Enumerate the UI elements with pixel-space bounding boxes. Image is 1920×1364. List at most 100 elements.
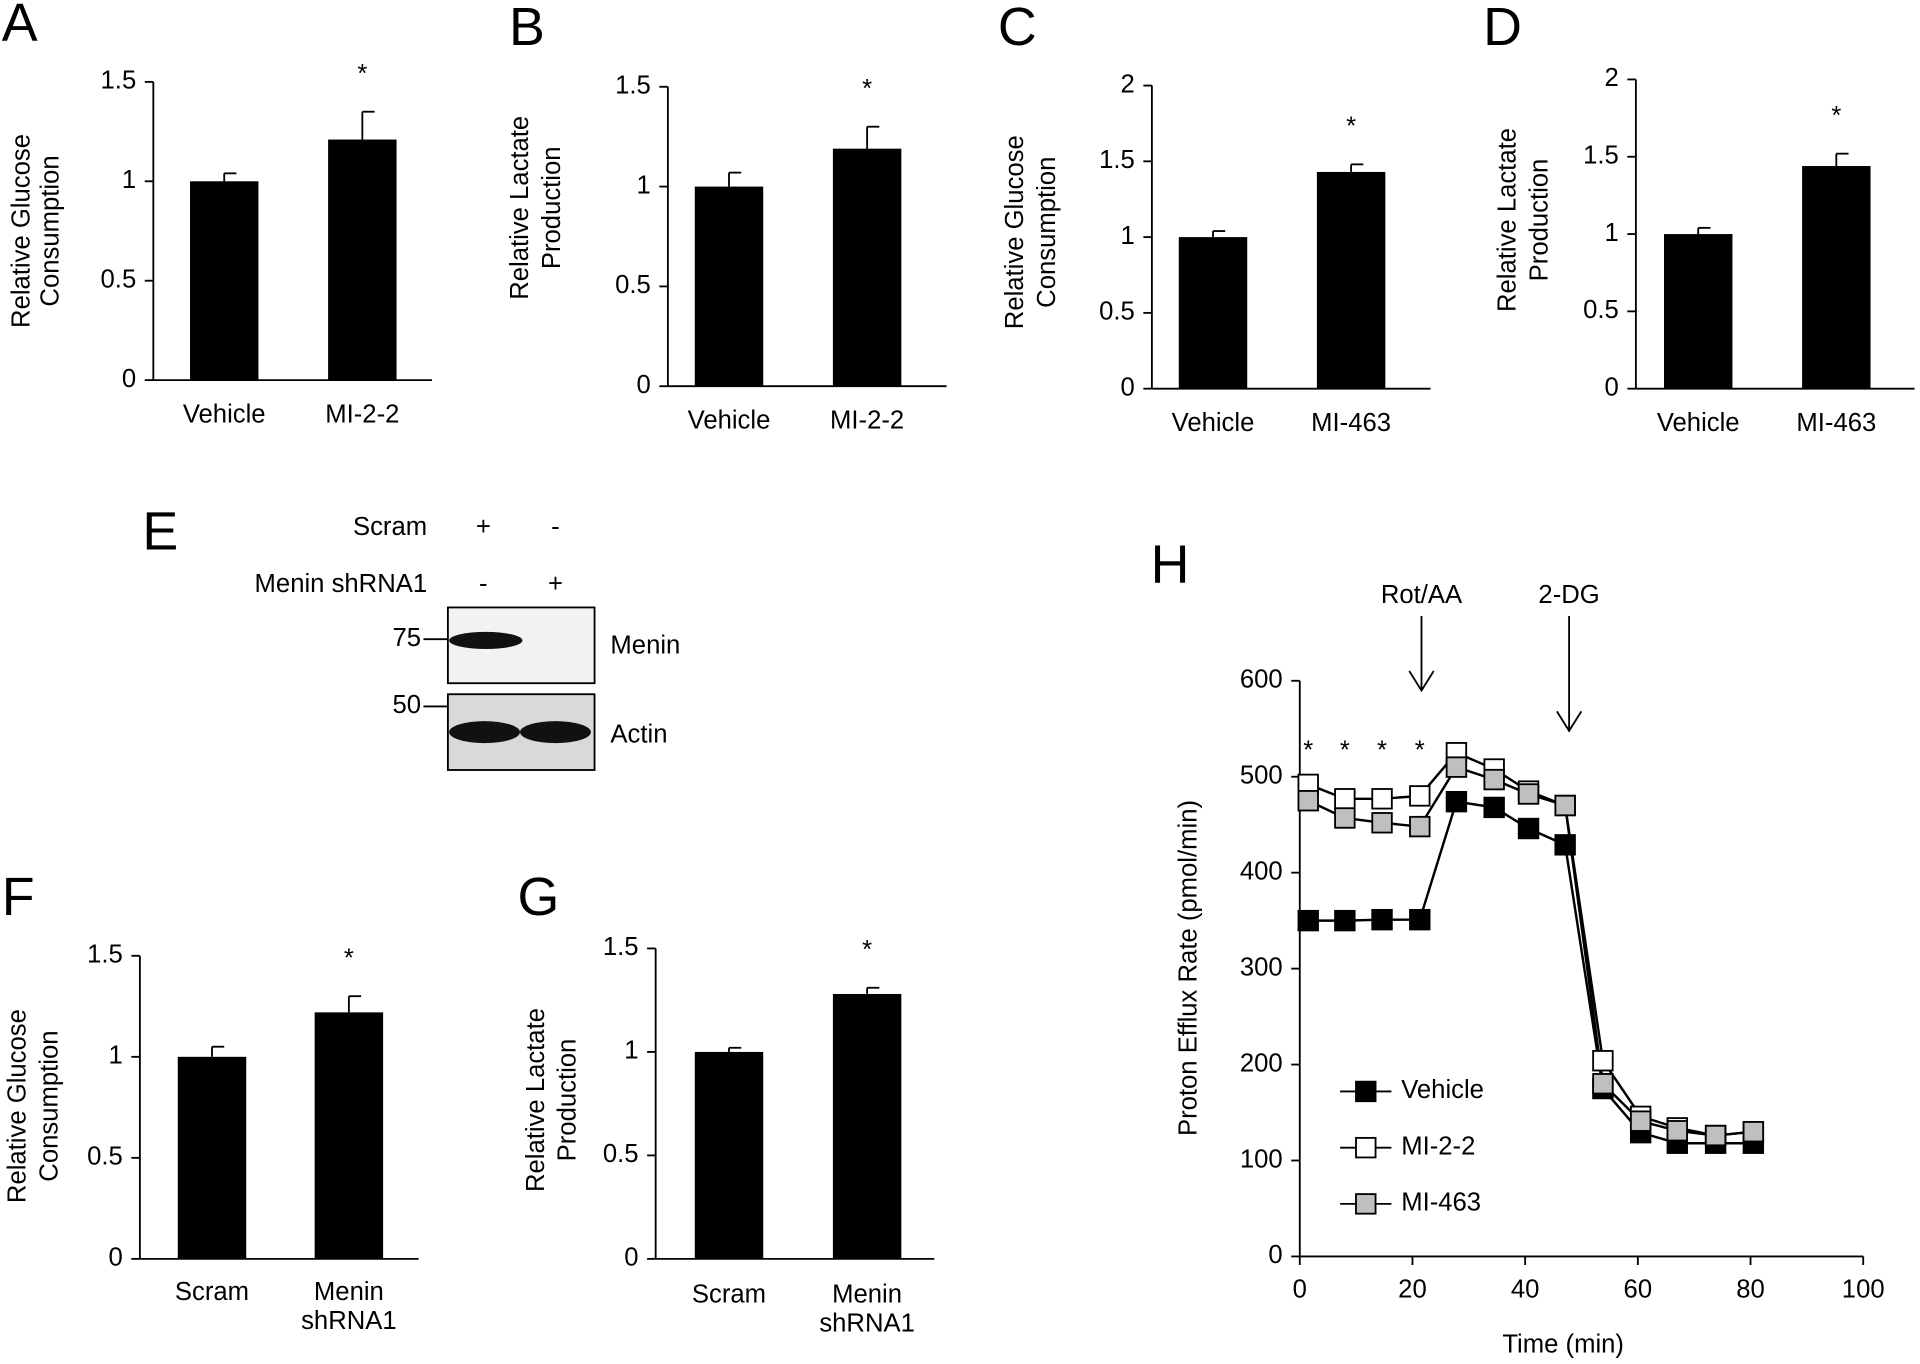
bar	[1316, 171, 1386, 389]
band	[449, 721, 520, 744]
y-axis-label: Production	[554, 1039, 582, 1162]
y-axis-label: Relative Lactate	[522, 1008, 550, 1192]
y-tick-label: 1	[108, 1042, 122, 1070]
x-tick-label: 0	[1293, 1275, 1307, 1303]
y-tick-label: 0	[1268, 1241, 1282, 1269]
legend-marker	[1355, 1193, 1377, 1215]
significance-mark: *	[862, 75, 872, 103]
data-point	[1371, 812, 1393, 834]
legend-label: MI-2-2	[1401, 1132, 1475, 1160]
y-tick-label: 1.5	[615, 72, 651, 100]
y-axis-label: Consumption	[35, 1031, 63, 1182]
x-tick-label: 80	[1736, 1275, 1765, 1303]
y-tick-label: 0.5	[603, 1140, 639, 1168]
band	[449, 631, 523, 649]
x-tick-label: MI-463	[1796, 409, 1876, 437]
significance-mark: *	[1303, 736, 1313, 764]
x-tick-label: MI-463	[1311, 409, 1391, 437]
data-point	[1445, 756, 1468, 778]
significance-mark: *	[357, 60, 367, 88]
panel-letter: H	[1151, 535, 1190, 595]
data-point	[1409, 785, 1431, 807]
y-tick-label: 1.5	[101, 67, 137, 95]
condition-label: Scram	[353, 513, 427, 541]
y-tick-label: 0	[1120, 373, 1134, 401]
y-tick-label: 1	[1604, 219, 1618, 247]
arrow-head	[1556, 710, 1583, 733]
y-axis-label: Production	[1525, 159, 1553, 282]
arrow-label: Rot/AA	[1381, 581, 1463, 609]
bar	[190, 181, 259, 381]
data-point	[1666, 1120, 1688, 1142]
panel-letter: E	[142, 502, 178, 562]
bar	[177, 1056, 247, 1259]
x-tick-label: Menin	[832, 1280, 902, 1308]
y-axis-label: Relative Glucose	[7, 134, 35, 328]
data-point	[1483, 768, 1505, 791]
panel-letter: A	[2, 0, 38, 53]
data-point	[1704, 1124, 1727, 1147]
panel-letter: G	[518, 867, 560, 927]
y-tick-label: 2	[1604, 64, 1618, 92]
data-point	[1297, 909, 1319, 932]
y-tick-label: 0.5	[101, 265, 137, 293]
y-tick-label: 0.5	[87, 1143, 123, 1171]
y-tick-label: 0	[624, 1244, 638, 1272]
bar	[1178, 237, 1248, 389]
data-point	[1517, 783, 1540, 805]
y-tick-label: 400	[1240, 857, 1283, 885]
y-tick-label: 1.5	[603, 933, 639, 961]
bar	[1664, 234, 1733, 389]
x-tick-label: MI-2-2	[830, 406, 904, 434]
panel-letter: D	[1483, 0, 1522, 57]
y-axis-label: Relative Lactate	[1494, 128, 1522, 312]
x-tick-label: Vehicle	[1172, 409, 1255, 437]
x-tick-label: Vehicle	[688, 406, 771, 434]
bar	[832, 148, 902, 387]
condition-sign: -	[479, 570, 488, 598]
y-axis-label: Proton Efflux Rate (pmol/min)	[1175, 800, 1203, 1136]
band-label: Menin	[610, 631, 680, 659]
y-tick-label: 500	[1240, 762, 1283, 790]
band-label: Actin	[610, 721, 667, 749]
x-tick-label: 100	[1842, 1275, 1885, 1303]
bar	[694, 1051, 764, 1259]
data-point	[1554, 834, 1576, 856]
y-tick-label: 1.5	[87, 941, 123, 969]
series-line	[1307, 751, 1754, 1137]
y-tick-label: 100	[1240, 1145, 1283, 1173]
y-tick-label: 1	[122, 166, 136, 194]
data-point	[1409, 815, 1431, 838]
y-tick-label: 0.5	[1099, 298, 1135, 326]
data-point	[1554, 794, 1576, 817]
y-tick-label: 0	[636, 371, 650, 399]
data-point	[1742, 1121, 1765, 1143]
data-point	[1334, 909, 1356, 932]
y-tick-label: 1	[624, 1037, 638, 1065]
x-tick-label: Vehicle	[1657, 409, 1740, 437]
arrow-head	[1408, 670, 1435, 693]
y-axis-label: Consumption	[1033, 157, 1061, 308]
x-tick-label: 40	[1511, 1275, 1540, 1303]
data-point	[1297, 790, 1319, 812]
y-tick-label: 1.5	[1099, 146, 1135, 174]
y-tick-label: 0.5	[1583, 296, 1619, 324]
x-tick-label: 20	[1398, 1275, 1427, 1303]
data-point	[1334, 807, 1356, 829]
data-point	[1592, 1050, 1614, 1072]
significance-mark: *	[1340, 736, 1350, 764]
condition-sign: +	[476, 513, 491, 541]
y-tick-label: 1	[636, 171, 650, 199]
data-point	[1445, 790, 1468, 813]
bar	[314, 1012, 384, 1259]
x-tick-label: MI-2-2	[325, 400, 399, 428]
significance-mark: *	[862, 936, 872, 964]
y-tick-label: 200	[1240, 1049, 1283, 1077]
condition-sign: +	[548, 570, 563, 598]
data-point	[1371, 908, 1393, 931]
significance-mark: *	[1415, 736, 1425, 764]
panel-letter: B	[509, 0, 545, 57]
x-tick-label: shRNA1	[301, 1307, 397, 1335]
significance-mark: *	[1377, 736, 1387, 764]
